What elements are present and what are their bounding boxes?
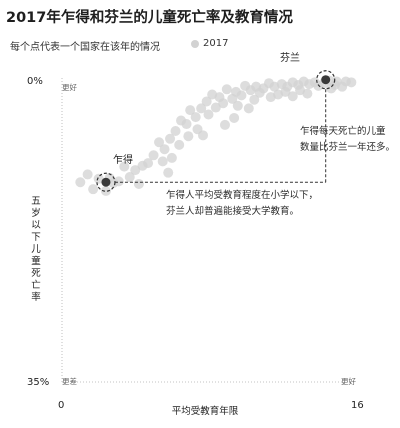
y-axis-label-char: 亡 (31, 279, 41, 291)
y-axis-label: 五岁以下儿童死亡率 (31, 196, 41, 303)
y-axis-label-char: 儿 (31, 244, 41, 255)
x-axis-label: 平均受教育年限 (172, 405, 239, 417)
scatter-point (201, 96, 212, 107)
scatter-point (196, 103, 207, 114)
scatter-point (198, 130, 209, 141)
scatter-point (133, 178, 144, 189)
scatter-point (232, 100, 243, 111)
scatter-point (124, 172, 135, 183)
highlight-points (96, 70, 336, 192)
corner-label-bottom-left: 更差 (62, 376, 77, 386)
y-axis-label-char: 五 (31, 196, 41, 207)
scatter-point (159, 144, 170, 155)
chart-subtitle: 每个点代表一个国家在该年的情况 (10, 42, 160, 53)
scatter-point (157, 156, 168, 167)
scatter-point (82, 169, 93, 180)
scatter-point (302, 88, 313, 99)
x-tick-label-left: 0 (58, 400, 64, 411)
scatter-point (219, 119, 230, 130)
scatter-point (227, 93, 238, 104)
scatter-point (88, 184, 99, 195)
scatter-point (130, 165, 141, 176)
legend-swatch (191, 39, 199, 48)
scatter-point (119, 161, 130, 172)
scatter-point (243, 103, 254, 114)
annotation-2-line-2: 芬兰人却普遍能接受大学教育。 (166, 205, 299, 217)
scatter-point (326, 83, 337, 94)
y-axis-label-char: 岁 (31, 207, 41, 219)
scatter-point (249, 94, 260, 105)
corner-label-bottom-right: 更好 (341, 376, 356, 386)
highlight-point-chad (101, 177, 111, 187)
y-axis-label-char: 童 (31, 255, 41, 267)
scatter-point (165, 133, 176, 144)
annotation-2-line-1: 乍得人平均受教育程度在小学以下， (166, 189, 318, 201)
highlight-label-chad: 乍得 (113, 153, 133, 166)
highlight-point-finland (321, 75, 331, 85)
corner-label-top-left: 更好 (62, 82, 77, 92)
chart-title: 2017年乍得和芬兰的儿童死亡率及教育情况 (6, 10, 293, 26)
y-axis-label-char: 下 (31, 232, 41, 243)
highlight-ring (316, 70, 336, 90)
scatter-point (100, 185, 111, 196)
y-tick-label-top: 0% (27, 76, 43, 87)
scatter-point (203, 109, 214, 120)
scatter-point (240, 80, 251, 91)
scatter-point (337, 81, 348, 92)
scatter-point (163, 167, 174, 178)
scatter-point (137, 160, 148, 171)
scatter-point (93, 173, 104, 184)
scatter-point (154, 137, 165, 148)
annotation-1-line-1: 乍得每天死亡的儿童 (300, 125, 386, 137)
highlight-ring (96, 172, 116, 192)
scatter-point (254, 87, 265, 98)
highlight-label-finland: 芬兰 (280, 51, 300, 64)
x-tick-label-right: 16 (351, 400, 364, 411)
scatter-point (174, 139, 185, 150)
scatter-point (229, 112, 240, 123)
y-tick-label-bottom: 35% (27, 377, 49, 388)
scatter-point (166, 152, 177, 163)
highlight-connectors (114, 88, 327, 183)
scatter-point (207, 89, 218, 100)
scatter-point (265, 92, 276, 103)
annotation-1-line-2: 数量比芬兰一年还多。 (300, 141, 395, 153)
scatter-point (148, 150, 159, 161)
y-axis-label-char: 死 (31, 268, 41, 279)
scatter-point (221, 84, 232, 95)
scatter-point (183, 131, 194, 142)
scatter-point (170, 125, 181, 136)
scatter-point (190, 112, 201, 123)
scatter-point (176, 115, 187, 126)
scatter-point (287, 91, 298, 102)
scatter-point (75, 177, 86, 188)
scatter-point (210, 102, 221, 113)
legend-label: 2017 (203, 38, 229, 49)
y-axis-label-char: 率 (31, 291, 41, 303)
y-axis-label-char: 以 (31, 220, 41, 231)
legend: 2017 (191, 38, 228, 49)
scatter-point (185, 105, 196, 116)
